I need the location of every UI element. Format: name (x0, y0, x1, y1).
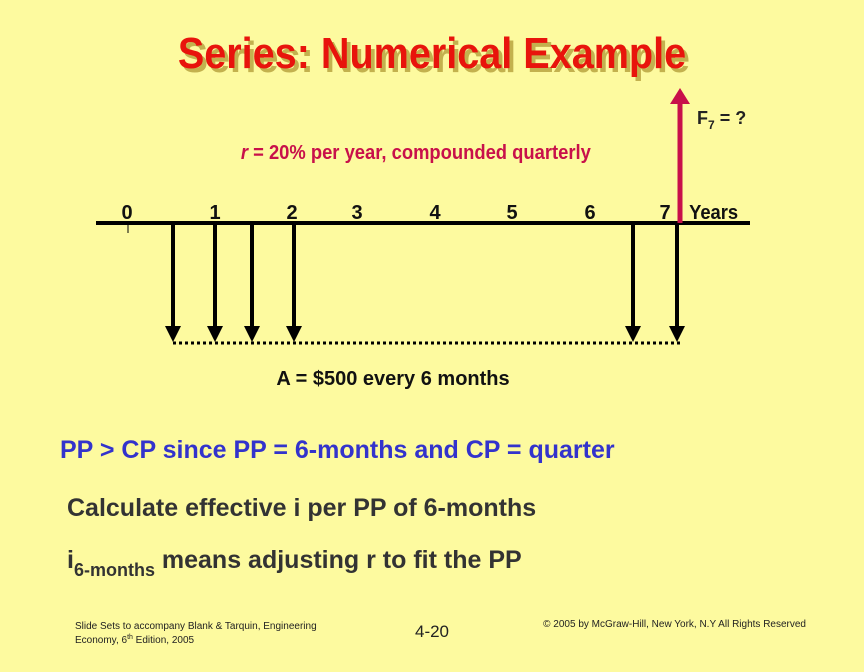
title: Series: Numerical Example (178, 28, 686, 77)
footer-right: © 2005 by McGraw-Hill, New York, N.Y All… (543, 619, 806, 630)
timeline-label: 4 (429, 202, 441, 224)
timeline-label: 1 (209, 202, 220, 224)
timeline-label: 5 (506, 202, 517, 224)
rate-text: = 20% per year, compounded quarterly (248, 142, 591, 164)
rate-line: r = 20% per year, compounded quarterly (241, 142, 591, 164)
arrow-head (165, 326, 181, 342)
timeline-label: 6 (584, 202, 595, 224)
timeline-label: 2 (286, 202, 297, 224)
adjust-text: means adjusting r to fit the PP (155, 546, 522, 574)
rate-symbol: r (241, 142, 250, 164)
footer-left-1: Slide Sets to accompany Blank & Tarquin,… (75, 621, 317, 632)
timeline-unit: Years (689, 202, 738, 224)
payment-arrows (171, 223, 679, 328)
footer-sup: th (127, 634, 133, 641)
timeline-label: 3 (351, 202, 362, 224)
adjust-subscript: 6-months (74, 560, 155, 580)
arrow-head (669, 326, 685, 342)
footer-left-2: Economy, 6th Edition, 2005 (75, 634, 195, 646)
title-shadow: Series: Numerical Example (182, 32, 690, 81)
future-subscript: 7 (708, 118, 715, 132)
future-text: = ? (715, 108, 747, 128)
page-number: 4-20 (415, 622, 449, 641)
timeline-labels: 0 1 2 3 4 5 6 7 (121, 202, 670, 224)
arrow-head (286, 326, 302, 342)
timeline-label: 0 (121, 202, 132, 224)
future-label: F7 = ? (697, 108, 746, 132)
arrow-head (207, 326, 223, 342)
timeline-label: 7 (659, 202, 670, 224)
future-arrow-head (670, 88, 690, 104)
adjust: i6-months means adjusting r to fit the P… (67, 546, 522, 580)
annuity-label: A = $500 every 6 months (276, 368, 509, 390)
footer-left-2b: Edition, 2005 (133, 635, 195, 646)
comparison: PP > CP since PP = 6-months and CP = qua… (60, 436, 615, 464)
future-symbol: F (697, 108, 708, 128)
arrow-head (625, 326, 641, 342)
footer-left-2a: Economy, 6 (75, 635, 127, 646)
adjust-symbol: i (67, 546, 74, 574)
calculate: Calculate effective i per PP of 6-months (67, 494, 536, 522)
arrow-heads (165, 326, 685, 342)
arrow-head (244, 326, 260, 342)
